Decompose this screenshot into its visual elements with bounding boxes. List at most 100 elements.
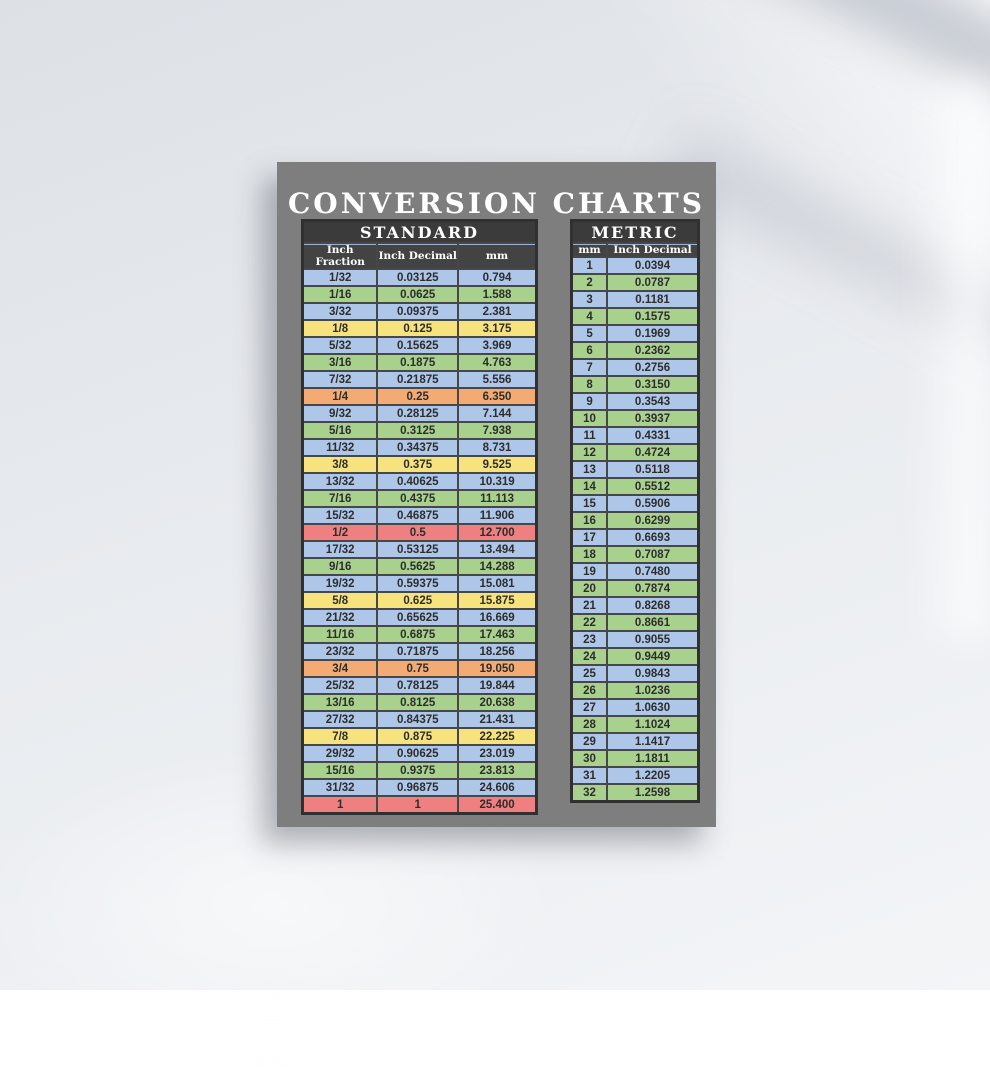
table-cell: 20.638 <box>457 693 538 712</box>
metric-table-title: METRIC <box>570 219 700 244</box>
table-cell: 6.350 <box>457 387 538 406</box>
table-cell: 23 <box>570 630 609 649</box>
table-cell: 0.375 <box>376 455 460 474</box>
table-row: 5/16 0.3125 7.938 <box>301 421 538 440</box>
table-row: 26 1.0236 <box>570 681 700 700</box>
table-cell: 0.875 <box>376 727 460 746</box>
table-row: 17 0.6693 <box>570 528 700 547</box>
table-row: 22 0.8661 <box>570 613 700 632</box>
table-cell: 1.588 <box>457 285 538 304</box>
table-cell: 31/32 <box>301 778 379 797</box>
table-cell: 3/4 <box>301 659 379 678</box>
table-cell: 0.6299 <box>606 511 700 530</box>
table-cell: 13/16 <box>301 693 379 712</box>
table-row: 31/32 0.96875 24.606 <box>301 778 538 797</box>
table-cell: 27/32 <box>301 710 379 729</box>
table-cell: 0.25 <box>376 387 460 406</box>
table-row: 21/32 0.65625 16.669 <box>301 608 538 627</box>
table-cell: 30 <box>570 749 609 768</box>
table-cell: 1 <box>570 256 609 275</box>
table-cell: 0.794 <box>457 268 538 287</box>
table-cell: 0.125 <box>376 319 460 338</box>
table-cell: 0.90625 <box>376 744 460 763</box>
table-row: 17/32 0.53125 13.494 <box>301 540 538 559</box>
table-row: 13/16 0.8125 20.638 <box>301 693 538 712</box>
table-cell: 5/32 <box>301 336 379 355</box>
table-cell: 3 <box>570 290 609 309</box>
table-cell: 12.700 <box>457 523 538 542</box>
table-cell: 4 <box>570 307 609 326</box>
table-cell: 9/16 <box>301 557 379 576</box>
table-cell: 0.03125 <box>376 268 460 287</box>
table-cell: 6 <box>570 341 609 360</box>
table-cell: 23.813 <box>457 761 538 780</box>
table-cell: 0.5625 <box>376 557 460 576</box>
table-row: 1 1 25.400 <box>301 795 538 815</box>
table-row: 11/16 0.6875 17.463 <box>301 625 538 644</box>
table-cell: 12 <box>570 443 609 462</box>
table-cell: 0.09375 <box>376 302 460 321</box>
table-row: 5/8 0.625 15.875 <box>301 591 538 610</box>
table-row: 25/32 0.78125 19.844 <box>301 676 538 695</box>
table-cell: 25/32 <box>301 676 379 695</box>
table-cell: 3/32 <box>301 302 379 321</box>
table-cell: 0.4375 <box>376 489 460 508</box>
table-cell: 17 <box>570 528 609 547</box>
table-row: 18 0.7087 <box>570 545 700 564</box>
table-cell: 0.7874 <box>606 579 700 598</box>
table-cell: 0.5118 <box>606 460 700 479</box>
table-cell: 2.381 <box>457 302 538 321</box>
table-row: 1/2 0.5 12.700 <box>301 523 538 542</box>
table-cell: 8 <box>570 375 609 394</box>
table-row: 11/32 0.34375 8.731 <box>301 438 538 457</box>
table-cell: 11.906 <box>457 506 538 525</box>
table-cell: 0.3937 <box>606 409 700 428</box>
table-cell: 19 <box>570 562 609 581</box>
table-cell: 19.844 <box>457 676 538 695</box>
table-cell: 0.8125 <box>376 693 460 712</box>
table-cell: 1/32 <box>301 268 379 287</box>
table-row: 5/32 0.15625 3.969 <box>301 336 538 355</box>
table-row: 3/16 0.1875 4.763 <box>301 353 538 372</box>
table-cell: 3.175 <box>457 319 538 338</box>
table-cell: 28 <box>570 715 609 734</box>
table-row: 2 0.0787 <box>570 273 700 292</box>
table-cell: 9 <box>570 392 609 411</box>
table-cell: 0.9055 <box>606 630 700 649</box>
table-row: 14 0.5512 <box>570 477 700 496</box>
table-cell: 0.3125 <box>376 421 460 440</box>
table-cell: 0.3150 <box>606 375 700 394</box>
standard-conversion-table: STANDARD Inch Fraction Inch Decimal mm 1/3… <box>301 219 538 815</box>
table-cell: 16 <box>570 511 609 530</box>
table-row: 3/4 0.75 19.050 <box>301 659 538 678</box>
table-cell: 0.625 <box>376 591 460 610</box>
table-row: 1/32 0.03125 0.794 <box>301 268 538 287</box>
table-cell: 10 <box>570 409 609 428</box>
table-cell: 0.4331 <box>606 426 700 445</box>
table-row: 1 0.0394 <box>570 256 700 275</box>
table-cell: 14.288 <box>457 557 538 576</box>
table-cell: 1 <box>301 795 379 815</box>
table-cell: 1.2205 <box>606 766 700 785</box>
table-row: 10 0.3937 <box>570 409 700 428</box>
table-row: 7/32 0.21875 5.556 <box>301 370 538 389</box>
table-cell: 7/16 <box>301 489 379 508</box>
table-cell: 7.938 <box>457 421 538 440</box>
table-row: 19/32 0.59375 15.081 <box>301 574 538 593</box>
table-cell: 11 <box>570 426 609 445</box>
table-cell: 7/8 <box>301 727 379 746</box>
table-cell: 9.525 <box>457 455 538 474</box>
table-row: 16 0.6299 <box>570 511 700 530</box>
table-row: 8 0.3150 <box>570 375 700 394</box>
column-header: mm <box>570 242 609 258</box>
table-cell: 15/16 <box>301 761 379 780</box>
table-cell: 0.40625 <box>376 472 460 491</box>
poster-title: CONVERSION CHARTS <box>288 187 705 220</box>
table-row: 29/32 0.90625 23.019 <box>301 744 538 763</box>
column-header: Inch Decimal <box>376 242 460 270</box>
table-cell: 0.9843 <box>606 664 700 683</box>
table-cell: 9/32 <box>301 404 379 423</box>
metric-column-header-row: mm Inch Decimal <box>570 242 700 258</box>
table-cell: 0.5 <box>376 523 460 542</box>
table-row: 3/32 0.09375 2.381 <box>301 302 538 321</box>
